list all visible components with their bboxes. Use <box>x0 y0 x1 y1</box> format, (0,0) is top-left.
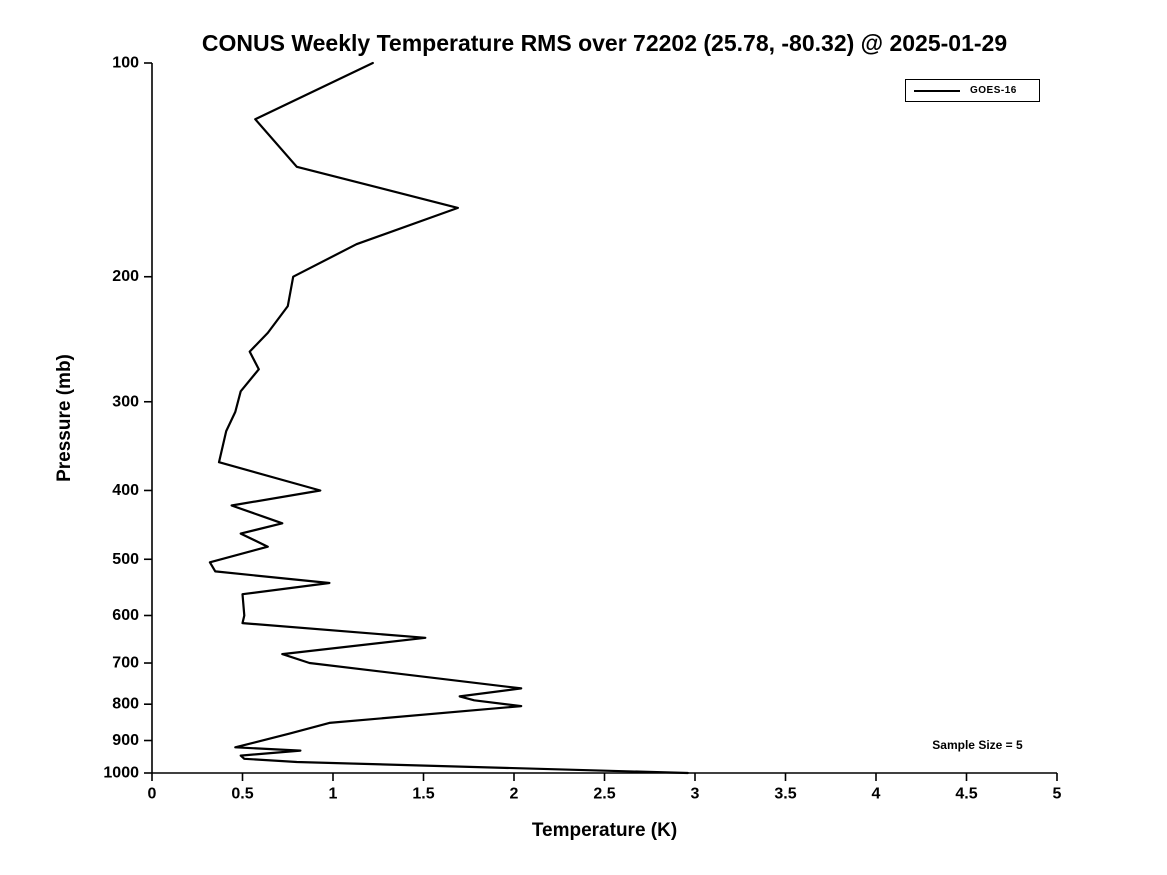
x-tick-label: 3.5 <box>774 785 796 802</box>
y-tick-label: 300 <box>112 393 139 410</box>
x-tick-label: 4.5 <box>955 785 977 802</box>
y-tick-label: 500 <box>112 551 139 568</box>
x-tick-label: 2 <box>510 785 519 802</box>
y-tick-label: 800 <box>112 696 139 713</box>
x-tick-label: 0 <box>148 785 157 802</box>
y-tick-label: 200 <box>112 268 139 285</box>
x-tick-label: 1 <box>329 785 338 802</box>
y-tick-label: 100 <box>112 55 139 72</box>
x-tick-label: 5 <box>1053 785 1062 802</box>
x-tick-label: 1.5 <box>412 785 434 802</box>
legend: GOES-16 <box>905 79 1040 102</box>
x-axis-title: Temperature (K) <box>531 820 678 841</box>
x-tick-label: 0.5 <box>231 785 253 802</box>
x-tick-label: 4 <box>872 785 881 802</box>
y-tick-label: 1000 <box>103 765 139 782</box>
y-tick-label: 700 <box>112 655 139 672</box>
chart-title: CONUS Weekly Temperature RMS over 72202 … <box>201 30 1008 56</box>
y-axis-title: Pressure (mb) <box>54 354 75 482</box>
sample-size-annotation: Sample Size = 5 <box>932 738 1023 752</box>
y-tick-label: 400 <box>112 482 139 499</box>
x-tick-label: 2.5 <box>593 785 615 802</box>
y-tick-label: 900 <box>112 732 139 749</box>
x-tick-label: 3 <box>691 785 700 802</box>
legend-line-sample <box>914 89 960 92</box>
y-tick-label: 600 <box>112 607 139 624</box>
legend-label: GOES-16 <box>970 85 1017 96</box>
rms-line <box>208 61 689 775</box>
